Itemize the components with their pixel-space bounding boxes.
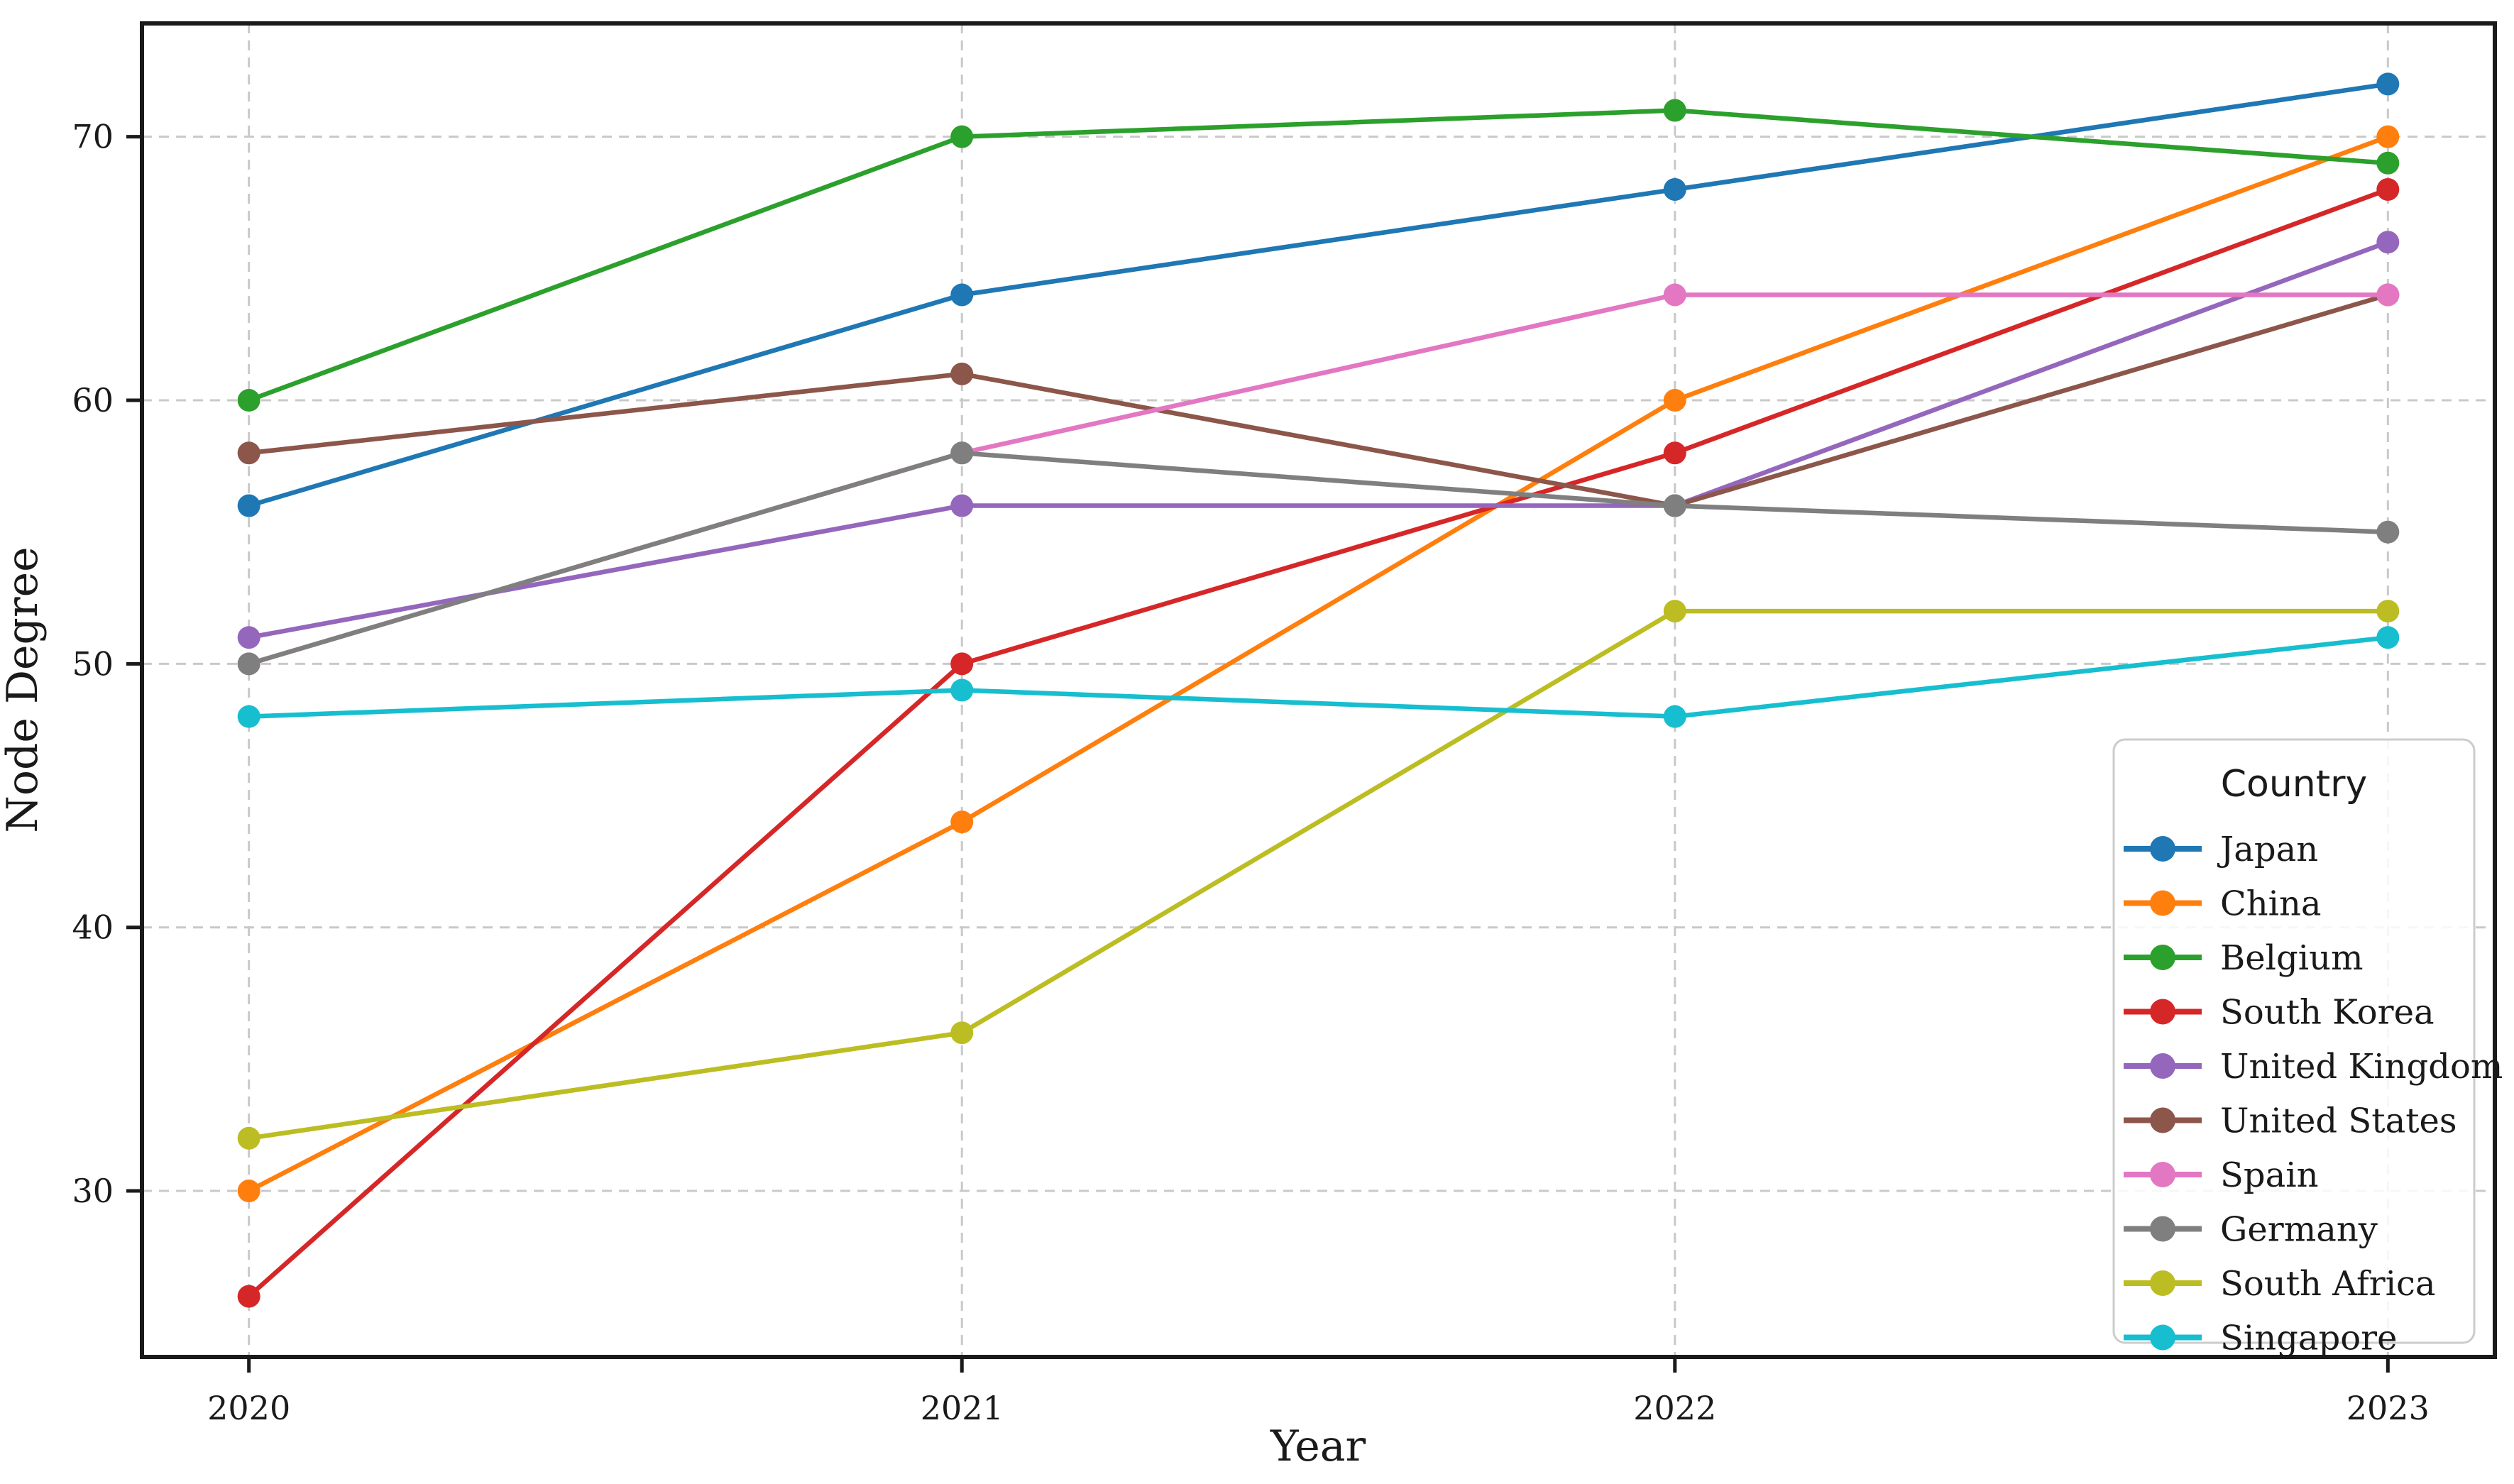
legend-box: [2112, 738, 2476, 1344]
data-point-china-2022: [1663, 389, 1686, 412]
legend-title: Country: [2221, 763, 2368, 806]
data-point-south-africa-2023: [2376, 600, 2400, 623]
y-tick-label: 70: [72, 118, 114, 156]
y-tick-label: 50: [72, 644, 114, 683]
data-point-spain-2022: [1663, 283, 1686, 307]
data-point-singapore-2023: [2376, 626, 2400, 649]
legend-item-label: South Korea: [2220, 993, 2435, 1033]
legend-marker-icon: [2150, 1107, 2175, 1133]
x-tick-label: 2021: [921, 1389, 1004, 1427]
data-point-japan-2023: [2376, 72, 2400, 96]
data-point-united-kingdom-2021: [950, 494, 974, 517]
legend-item-singapore: Singapore: [2124, 1319, 2397, 1358]
legend-item-label: Spain: [2220, 1155, 2319, 1195]
legend-item-label: Belgium: [2220, 938, 2364, 978]
data-point-belgium-2023: [2376, 151, 2400, 175]
data-point-japan-2020: [237, 494, 260, 517]
y-tick-label: 40: [72, 908, 114, 947]
y-axis-label: Node Degree: [0, 546, 48, 832]
x-tick-label: 2020: [207, 1389, 290, 1427]
series-line-singapore: [246, 634, 2391, 719]
series-line-south-africa: [246, 608, 2391, 1141]
series-line-germany: [246, 451, 2391, 666]
data-point-japan-2022: [1663, 177, 1686, 201]
legend-item-south-korea: South Korea: [2124, 993, 2435, 1033]
data-point-south-korea-2022: [1663, 441, 1686, 465]
data-point-united-kingdom-2020: [237, 626, 260, 649]
legend-item-label: Japan: [2217, 830, 2318, 869]
x-tick-label: 2022: [1633, 1389, 1716, 1427]
plot-border: [140, 21, 2497, 1359]
data-point-germany-2022: [1663, 494, 1686, 517]
legend-item-china: China: [2124, 884, 2322, 924]
data-point-south-africa-2020: [237, 1126, 260, 1150]
series-line-south-korea: [246, 187, 2391, 1299]
data-point-south-korea-2021: [950, 652, 974, 676]
legend-item-south-africa: South Africa: [2124, 1264, 2436, 1304]
legend-item-label: United States: [2220, 1101, 2457, 1141]
legend-marker-icon: [2150, 836, 2175, 862]
data-point-south-africa-2022: [1663, 600, 1686, 623]
axes-layer: 2020 2021 2022 2023 30 40 50 60 70: [72, 21, 2497, 1427]
data-point-singapore-2020: [237, 705, 260, 728]
series-layer: [237, 72, 2400, 1308]
legend-item-japan: Japan: [2124, 830, 2318, 869]
legend-marker-icon: [2150, 999, 2175, 1025]
legend-item-spain: Spain: [2124, 1155, 2319, 1195]
data-point-belgium-2020: [237, 389, 260, 412]
legend-item-germany: Germany: [2124, 1210, 2378, 1250]
series-line-united-kingdom: [246, 239, 2391, 640]
data-point-germany-2023: [2376, 520, 2400, 544]
data-point-china-2020: [237, 1180, 260, 1203]
data-point-united-states-2020: [237, 441, 260, 465]
data-point-china-2021: [950, 810, 974, 834]
data-point-south-korea-2023: [2376, 177, 2400, 201]
legend-marker-icon: [2150, 890, 2175, 916]
data-point-singapore-2022: [1663, 705, 1686, 728]
legend-item-label: United Kingdom: [2220, 1047, 2503, 1087]
legend-marker-icon: [2150, 1162, 2175, 1187]
legend-item-united-states: United States: [2124, 1101, 2457, 1141]
legend-item-belgium: Belgium: [2124, 938, 2364, 978]
data-point-germany-2020: [237, 652, 260, 676]
data-point-belgium-2022: [1663, 99, 1686, 122]
gridlines-layer: [142, 23, 2495, 1357]
data-point-spain-2023: [2376, 283, 2400, 307]
data-point-united-states-2021: [950, 362, 974, 385]
data-point-united-kingdom-2023: [2376, 231, 2400, 254]
legend: Country Japan China Belgium South Korea Unit…: [2112, 738, 2503, 1358]
legend-item-label: Singapore: [2220, 1319, 2397, 1358]
data-point-south-africa-2021: [950, 1021, 974, 1045]
legend-marker-icon: [2150, 1270, 2175, 1296]
legend-marker-icon: [2150, 1216, 2175, 1242]
data-point-china-2023: [2376, 125, 2400, 148]
legend-marker-icon: [2150, 945, 2175, 970]
data-point-belgium-2021: [950, 125, 974, 148]
legend-marker-icon: [2150, 1053, 2175, 1079]
data-point-south-korea-2020: [237, 1285, 260, 1308]
data-point-singapore-2021: [950, 678, 974, 702]
legend-rows: Japan China Belgium South Korea United Kingd…: [2124, 830, 2503, 1358]
y-tick-label: 60: [72, 381, 114, 419]
series-line-belgium: [246, 108, 2391, 403]
y-tick-label: 30: [72, 1172, 114, 1210]
legend-marker-icon: [2150, 1324, 2175, 1351]
series-line-china: [246, 134, 2391, 1194]
legend-item-label: South Africa: [2220, 1264, 2436, 1304]
x-axis-label: Year: [1270, 1422, 1366, 1471]
x-tick-label: 2023: [2346, 1389, 2430, 1427]
legend-item-united-kingdom: United Kingdom: [2124, 1047, 2503, 1087]
series-line-united-states: [246, 292, 2391, 508]
data-point-japan-2021: [950, 283, 974, 307]
legend-item-label: China: [2220, 884, 2322, 924]
data-point-germany-2021: [950, 441, 974, 465]
legend-item-label: Germany: [2220, 1210, 2378, 1250]
